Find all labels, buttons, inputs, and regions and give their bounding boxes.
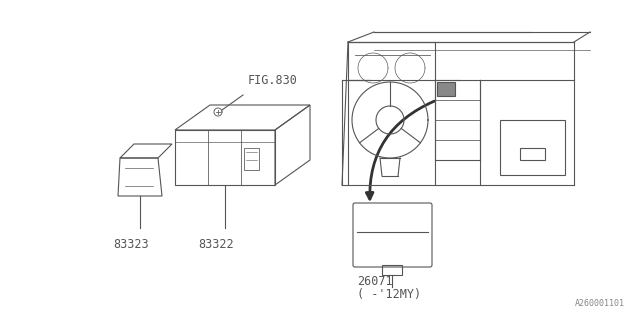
Text: FIG.830: FIG.830 [248,74,298,87]
Bar [244,148,259,170]
Text: 83322: 83322 [198,238,234,251]
Bar [500,120,565,175]
Bar [520,148,545,160]
Bar [382,265,402,275]
Bar [437,82,455,96]
Text: ( -'12MY): ( -'12MY) [357,288,421,301]
Text: A260001101: A260001101 [575,299,625,308]
FancyArrowPatch shape [366,101,435,199]
Text: 26071: 26071 [357,275,392,288]
Text: 83323: 83323 [113,238,148,251]
